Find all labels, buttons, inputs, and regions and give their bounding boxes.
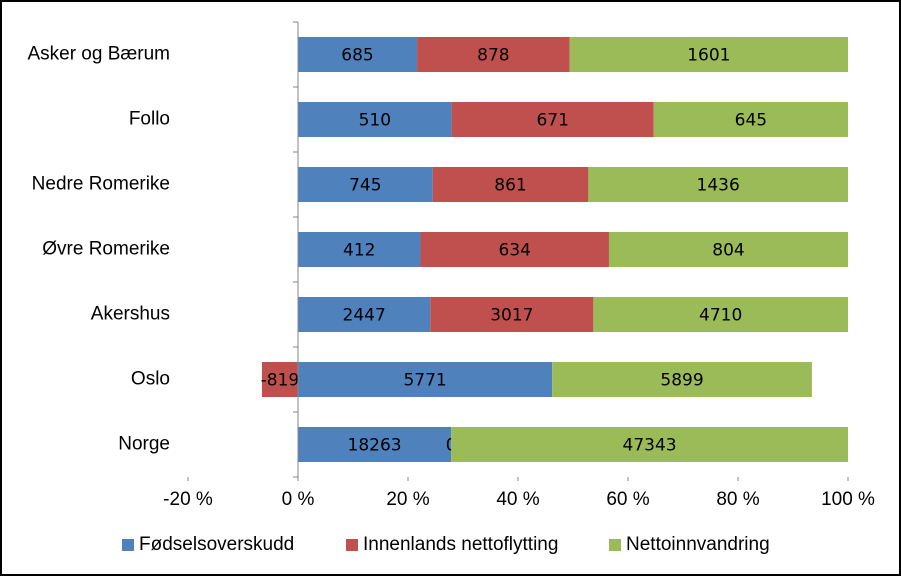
bar-segment <box>298 427 452 462</box>
legend-swatch <box>609 539 621 551</box>
bar-segment <box>451 102 654 137</box>
data-label: 671 <box>536 111 568 131</box>
y-tick-label: Øvre Romerike <box>42 239 170 260</box>
x-tick-label: 80 % <box>716 489 759 510</box>
legend-label: Nettoinnvandring <box>626 534 770 555</box>
x-tick-label: 40 % <box>496 489 539 510</box>
data-label: 18263 <box>348 436 402 456</box>
data-label: 685 <box>341 46 373 66</box>
data-label: 3017 <box>490 306 533 326</box>
bar-segment <box>298 297 431 332</box>
legend-label: Fødselsoverskudd <box>139 534 294 555</box>
y-tick-label: Nedre Romerike <box>32 174 170 195</box>
bar-segment <box>432 167 589 202</box>
bar-segment <box>430 297 594 332</box>
legend-swatch <box>122 539 134 551</box>
bar-segment <box>552 362 812 397</box>
x-tick-label: 0 % <box>282 489 315 510</box>
data-label: 412 <box>343 241 375 261</box>
legend-swatch <box>346 539 358 551</box>
data-label: 2447 <box>343 306 386 326</box>
data-label: 634 <box>499 241 531 261</box>
x-tick-label: 60 % <box>606 489 649 510</box>
bar-segment <box>417 37 570 72</box>
y-tick-label: Oslo <box>131 369 170 390</box>
bar-segment <box>588 167 848 202</box>
bar-segment <box>420 232 609 267</box>
data-label: 5899 <box>660 371 703 391</box>
bar-segment <box>653 102 848 137</box>
data-label: 804 <box>712 241 744 261</box>
bar-segment <box>593 297 848 332</box>
data-label: 645 <box>735 111 767 131</box>
legend-label: Innenlands nettoflytting <box>363 534 558 555</box>
bar-segment <box>298 232 421 267</box>
bar-segment <box>298 37 418 72</box>
data-label: 861 <box>494 176 526 196</box>
bar-segment <box>298 102 452 137</box>
data-label: -819 <box>261 371 300 391</box>
bar-segment <box>298 167 433 202</box>
bar-segment <box>569 37 848 72</box>
data-label: 1436 <box>697 176 740 196</box>
y-tick-label: Asker og Bærum <box>27 44 170 65</box>
x-tick-label: -20 % <box>163 489 213 510</box>
x-tick-label: 100 % <box>821 489 875 510</box>
data-label: 878 <box>477 46 509 66</box>
bar-segment <box>451 427 848 462</box>
bar-segment <box>298 362 553 397</box>
bar-segment <box>261 362 298 397</box>
data-label: 4710 <box>699 306 742 326</box>
data-label: 5771 <box>403 371 446 391</box>
bar-segment <box>608 232 848 267</box>
data-label: 510 <box>359 111 391 131</box>
data-label: 1601 <box>687 46 730 66</box>
data-label: 47343 <box>623 436 677 456</box>
x-tick-label: 20 % <box>386 489 429 510</box>
y-tick-label: Akershus <box>91 304 170 325</box>
y-tick-label: Follo <box>129 109 170 130</box>
y-tick-label: Norge <box>118 434 170 455</box>
data-label: 745 <box>349 176 381 196</box>
